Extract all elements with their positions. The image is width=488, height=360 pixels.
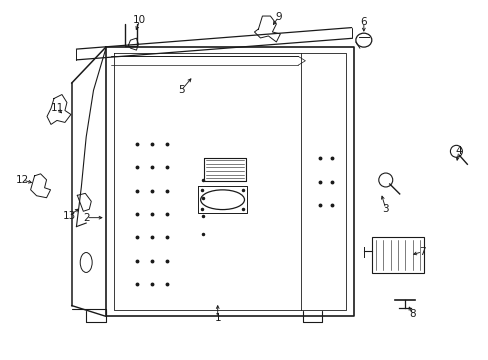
Text: 9: 9 <box>275 12 282 22</box>
Text: 2: 2 <box>82 213 89 222</box>
Text: 6: 6 <box>360 17 366 27</box>
Text: 1: 1 <box>214 313 221 323</box>
Text: 7: 7 <box>418 247 425 257</box>
Text: 13: 13 <box>62 211 76 221</box>
Text: 11: 11 <box>50 103 63 113</box>
Text: 3: 3 <box>382 204 388 214</box>
Text: 8: 8 <box>408 310 415 319</box>
Bar <box>371 237 423 273</box>
Text: 10: 10 <box>133 15 146 26</box>
Text: 4: 4 <box>455 146 461 156</box>
Text: 12: 12 <box>16 175 29 185</box>
Text: 5: 5 <box>178 85 184 95</box>
